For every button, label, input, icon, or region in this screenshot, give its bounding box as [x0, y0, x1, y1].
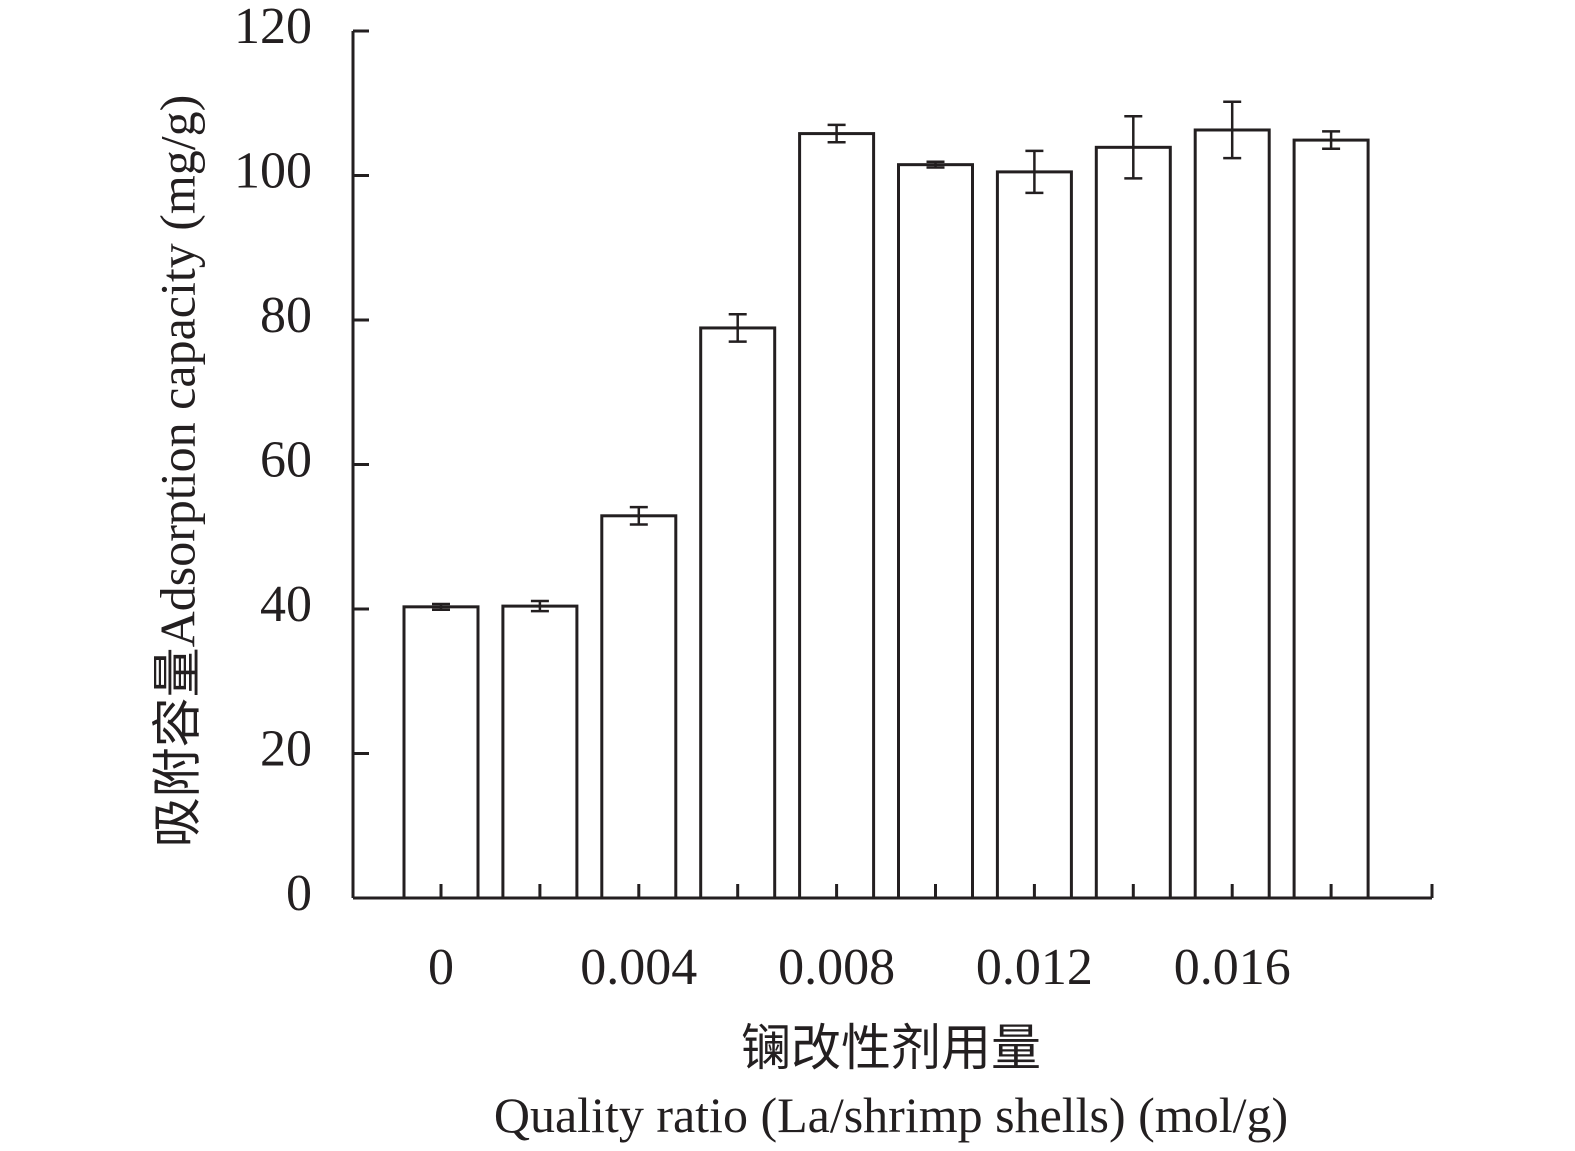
- y-tick-label: 80: [260, 287, 312, 344]
- bar: [1292, 138, 1370, 900]
- x-tick-label: 0.004: [580, 939, 697, 996]
- bar: [402, 605, 480, 900]
- y-tick-label: 20: [260, 720, 312, 777]
- bar: [1193, 128, 1271, 900]
- y-tick-label: 0: [286, 865, 312, 922]
- x-axis-title-english: Quality ratio (La/shrimp shells) (mol/g): [494, 1087, 1288, 1143]
- bar: [501, 604, 579, 900]
- bar: [699, 326, 777, 900]
- x-tick-label: 0.008: [778, 939, 895, 996]
- x-axis-title-chinese: 镧改性剂用量: [741, 1020, 1041, 1076]
- bar: [1094, 145, 1172, 900]
- y-tick-label: 40: [260, 576, 312, 633]
- x-tick-label: 0.016: [1174, 939, 1291, 996]
- bars-group: [402, 128, 1370, 900]
- axes-group: [351, 29, 1434, 900]
- bar: [798, 132, 876, 900]
- bar: [600, 514, 678, 900]
- y-tick-label: 100: [234, 142, 312, 199]
- y-axis-title: 吸附容量Adsorption capacity (mg/g): [149, 95, 205, 848]
- bar: [897, 163, 974, 900]
- bar: [995, 170, 1073, 900]
- y-tick-label: 120: [234, 0, 312, 55]
- tick-labels-group: 0 20 40 60 80 100 120 0 0.004 0.008 0.012 0.016: [234, 0, 1291, 996]
- error-bars-group: [432, 100, 1341, 613]
- x-tick-label: 0.012: [976, 939, 1093, 996]
- x-tick-label: 0: [428, 939, 454, 996]
- y-tick-label: 60: [260, 431, 312, 488]
